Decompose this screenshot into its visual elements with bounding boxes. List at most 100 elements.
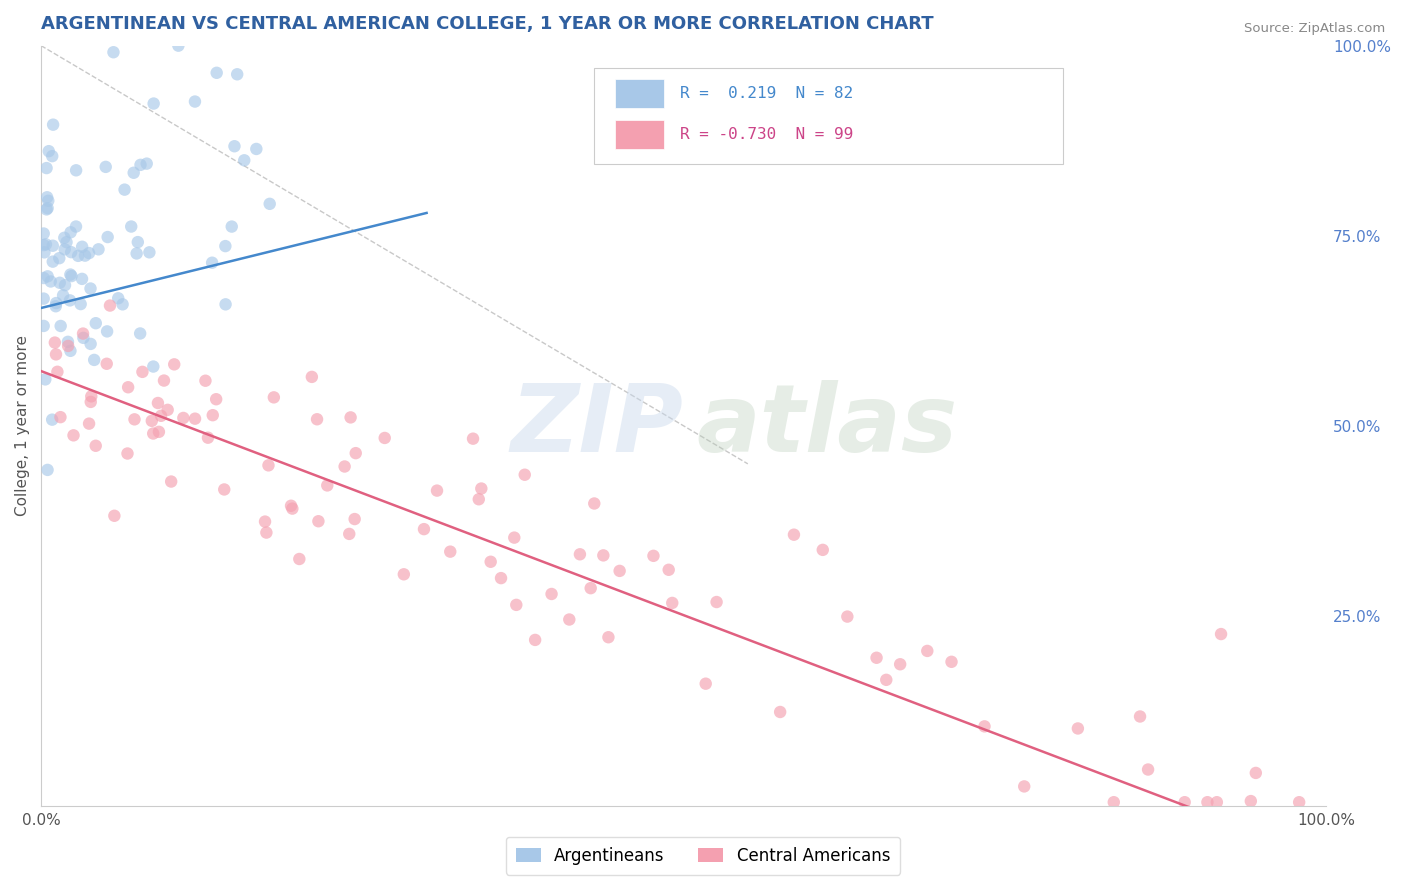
- Point: [837, 609, 859, 624]
- Point: [1288, 795, 1310, 809]
- Text: ZIP: ZIP: [510, 380, 683, 472]
- Point: [38, 144, 60, 158]
- Point: [468, 492, 491, 507]
- Point: [84, 439, 107, 453]
- Point: [42, 118, 65, 132]
- Point: [426, 483, 449, 498]
- Point: [783, 527, 806, 541]
- Point: [146, 396, 169, 410]
- Point: [579, 581, 602, 595]
- Point: [259, 197, 281, 211]
- Point: [70, 272, 93, 286]
- Point: [83, 352, 105, 367]
- Point: [77, 246, 100, 260]
- Point: [59, 225, 82, 239]
- Point: [37, 269, 59, 284]
- Point: [32, 227, 55, 241]
- Point: [98, 299, 121, 313]
- Point: [45, 299, 67, 313]
- Point: [233, 153, 256, 168]
- Point: [524, 632, 547, 647]
- Point: [695, 676, 717, 690]
- Point: [163, 357, 186, 371]
- Point: [77, 417, 100, 431]
- Point: [96, 325, 118, 339]
- Point: [142, 426, 165, 441]
- Point: [124, 412, 146, 426]
- Point: [117, 446, 139, 460]
- Point: [37, 201, 59, 215]
- Point: [80, 389, 103, 403]
- Point: [34, 245, 56, 260]
- Point: [184, 95, 207, 109]
- Point: [42, 254, 65, 268]
- Point: [643, 549, 665, 563]
- Point: [60, 245, 83, 260]
- Point: [343, 512, 366, 526]
- Point: [281, 501, 304, 516]
- Point: [138, 245, 160, 260]
- Point: [479, 555, 502, 569]
- Point: [609, 564, 631, 578]
- Point: [53, 278, 76, 293]
- Point: [73, 249, 96, 263]
- Point: [221, 219, 243, 234]
- Point: [1197, 795, 1219, 809]
- FancyBboxPatch shape: [593, 69, 1063, 163]
- Point: [142, 96, 165, 111]
- Point: [513, 467, 536, 482]
- Point: [127, 235, 149, 249]
- Point: [59, 343, 82, 358]
- Point: [263, 390, 285, 404]
- Point: [70, 240, 93, 254]
- Point: [44, 335, 66, 350]
- Point: [811, 542, 834, 557]
- Bar: [616, 120, 664, 149]
- Point: [49, 410, 72, 425]
- Point: [1102, 795, 1125, 809]
- Point: [96, 357, 118, 371]
- Text: Source: ZipAtlas.com: Source: ZipAtlas.com: [1244, 22, 1385, 36]
- Point: [87, 243, 110, 257]
- Point: [53, 243, 76, 257]
- Point: [122, 166, 145, 180]
- Point: [37, 463, 59, 477]
- Point: [661, 596, 683, 610]
- Point: [224, 139, 246, 153]
- Point: [65, 219, 87, 234]
- Point: [917, 644, 939, 658]
- Point: [35, 161, 58, 175]
- Point: [307, 514, 329, 528]
- Text: ARGENTINEAN VS CENTRAL AMERICAN COLLEGE, 1 YEAR OR MORE CORRELATION CHART: ARGENTINEAN VS CENTRAL AMERICAN COLLEGE,…: [41, 15, 934, 33]
- Point: [80, 395, 103, 409]
- Point: [280, 499, 302, 513]
- Point: [337, 527, 360, 541]
- Point: [1240, 794, 1263, 808]
- Point: [374, 431, 396, 445]
- Point: [79, 281, 101, 295]
- Point: [67, 249, 90, 263]
- Point: [34, 372, 56, 386]
- Point: [592, 549, 614, 563]
- Point: [69, 297, 91, 311]
- Point: [865, 650, 887, 665]
- Point: [141, 414, 163, 428]
- Point: [503, 531, 526, 545]
- Point: [48, 251, 70, 265]
- Point: [37, 190, 59, 204]
- Point: [120, 219, 142, 234]
- Point: [201, 256, 224, 270]
- Point: [197, 431, 219, 445]
- Point: [62, 428, 84, 442]
- Point: [32, 292, 55, 306]
- Point: [941, 655, 963, 669]
- Point: [1137, 763, 1160, 777]
- Point: [301, 370, 323, 384]
- Point: [72, 326, 94, 341]
- Point: [461, 432, 484, 446]
- Point: [45, 347, 67, 361]
- Point: [214, 297, 236, 311]
- Point: [107, 291, 129, 305]
- Text: R =  0.219  N = 82: R = 0.219 N = 82: [679, 86, 853, 101]
- Point: [1244, 766, 1267, 780]
